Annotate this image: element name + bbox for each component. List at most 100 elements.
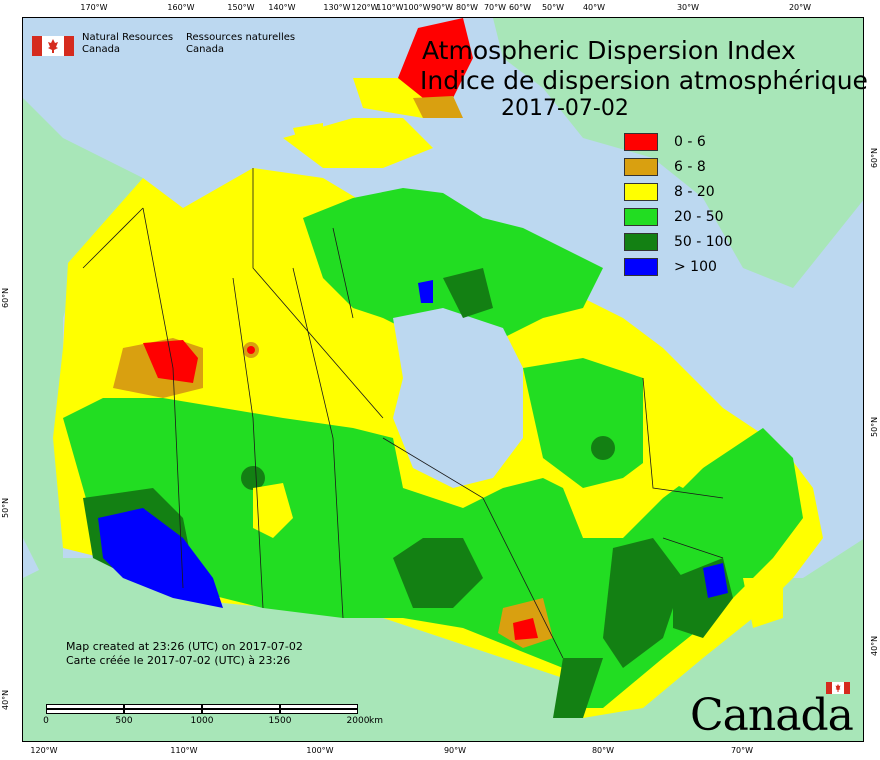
tick-left-60n: 60°N xyxy=(1,287,10,308)
tick-bottom-90w: 90°W xyxy=(443,746,467,755)
agency-french-line2: Canada xyxy=(186,44,225,55)
tick-top-150w: 150°W xyxy=(227,3,255,12)
scale-label-2000: 2000 xyxy=(346,716,370,726)
tick-right-50n: 50°N xyxy=(870,416,879,437)
greenland xyxy=(493,18,863,288)
legend-label: 8 - 20 xyxy=(674,184,715,200)
red-spot xyxy=(247,346,255,354)
agency-english-line1: Natural Resources xyxy=(82,32,174,43)
tick-top-120w: 120°W xyxy=(351,3,379,12)
dark-green-manitoba xyxy=(393,538,483,608)
map-canvas[interactable] xyxy=(22,17,864,742)
tick-top-90w: 90°W xyxy=(430,3,454,12)
hudson-bay xyxy=(393,308,523,488)
scale-bar-segment xyxy=(124,704,202,709)
scale-bar-segment xyxy=(46,704,124,709)
scale-bar-segment xyxy=(202,709,280,714)
canada-wordmark: Canada xyxy=(690,682,870,741)
red-yukon xyxy=(143,340,198,383)
scale-bar-segment xyxy=(124,709,202,714)
canada-flag-icon xyxy=(32,36,74,56)
tick-bottom-110w: 110°W xyxy=(170,746,198,755)
tick-top-160w: 160°W xyxy=(167,3,195,12)
tick-top-170w: 170°W xyxy=(80,3,108,12)
legend-swatch xyxy=(624,158,658,176)
legend-item: > 100 xyxy=(624,258,764,276)
ellesmere-north xyxy=(398,18,473,98)
yellow-labrador xyxy=(643,378,713,488)
scale-bar-segment xyxy=(280,709,358,714)
legend-item: 0 - 6 xyxy=(624,133,764,151)
legend-swatch xyxy=(624,208,658,226)
agency-name-english: Natural Resources Canada xyxy=(82,32,182,56)
legend-item: 50 - 100 xyxy=(624,233,764,251)
scale-label-0: 0 xyxy=(43,716,49,726)
tick-left-40n: 40°N xyxy=(1,689,10,710)
yellow-sask xyxy=(253,483,293,538)
scale-label-500: 500 xyxy=(115,716,133,726)
legend-label: > 100 xyxy=(674,259,717,275)
dark-green-quebec xyxy=(603,538,683,668)
blue-baffin xyxy=(418,280,433,303)
dark-green-spot xyxy=(241,466,265,490)
dark-green-baffin xyxy=(443,268,493,318)
agency-english-line2: Canada xyxy=(82,44,121,55)
yellow-nfld xyxy=(743,578,783,628)
tick-top-100w: 100°W xyxy=(403,3,431,12)
legend-swatch xyxy=(624,233,658,251)
legend-item: 8 - 20 xyxy=(624,183,764,201)
boundaries xyxy=(82,168,724,659)
title-date: 2017-07-02 xyxy=(501,96,629,121)
dark-green-spot-2 xyxy=(591,436,615,460)
legend-swatch xyxy=(624,133,658,151)
legend-label: 20 - 50 xyxy=(674,209,724,225)
legend-swatch xyxy=(624,183,658,201)
agency-name-french: Ressources naturelles Canada xyxy=(186,32,306,56)
scale-bar-segment xyxy=(46,709,124,714)
dispersion-map xyxy=(23,18,863,741)
title-french: Indice de dispersion atmosphérique xyxy=(420,66,868,95)
tick-top-70w: 70°W xyxy=(483,3,507,12)
tick-top-130w: 130°W xyxy=(323,3,351,12)
wordmark-text: Canada xyxy=(690,690,854,741)
scale-unit: km xyxy=(369,716,383,726)
green-north xyxy=(303,188,603,348)
map-created-note: Map created at 23:26 (UTC) on 2017-07-02… xyxy=(66,640,303,668)
legend-item: 6 - 8 xyxy=(624,158,764,176)
tick-top-80w: 80°W xyxy=(455,3,479,12)
legend-swatch xyxy=(624,258,658,276)
tick-left-50n: 50°N xyxy=(1,497,10,518)
legend-label: 0 - 6 xyxy=(674,134,706,150)
legend-label: 50 - 100 xyxy=(674,234,733,250)
tick-top-60w: 60°W xyxy=(508,3,532,12)
scale-bar-segment xyxy=(202,704,280,709)
tick-top-50w: 50°W xyxy=(541,3,565,12)
blue-east xyxy=(703,563,728,598)
legend-item: 20 - 50 xyxy=(624,208,764,226)
scale-bar: 0 500 1000 1500 2000 km xyxy=(43,704,383,734)
created-french: Carte créée le 2017-07-02 (UTC) à 23:26 xyxy=(66,654,291,667)
blue-bc xyxy=(98,508,223,608)
tick-top-110w: 110°W xyxy=(376,3,404,12)
legend-label: 6 - 8 xyxy=(674,159,706,175)
red-ontario xyxy=(513,618,538,640)
scale-label-1500: 1500 xyxy=(268,716,292,726)
tick-right-40n: 40°N xyxy=(870,635,879,656)
agency-french-line1: Ressources naturelles xyxy=(186,32,296,43)
created-english: Map created at 23:26 (UTC) on 2017-07-02 xyxy=(66,640,303,653)
tick-top-140w: 140°W xyxy=(268,3,296,12)
tick-top-20w: 20°W xyxy=(788,3,812,12)
tick-bottom-80w: 80°W xyxy=(591,746,615,755)
tick-bottom-70w: 70°W xyxy=(730,746,754,755)
ellesmere-orange xyxy=(413,96,463,118)
wordmark-flag-icon xyxy=(826,682,850,694)
island-a xyxy=(293,123,323,143)
tick-top-30w: 30°W xyxy=(676,3,700,12)
tick-bottom-120w: 120°W xyxy=(30,746,58,755)
tick-top-40w: 40°W xyxy=(582,3,606,12)
dark-green-ontario xyxy=(553,658,603,718)
scale-label-1000: 1000 xyxy=(190,716,214,726)
tick-bottom-100w: 100°W xyxy=(306,746,334,755)
tick-right-60n: 60°N xyxy=(870,147,879,168)
